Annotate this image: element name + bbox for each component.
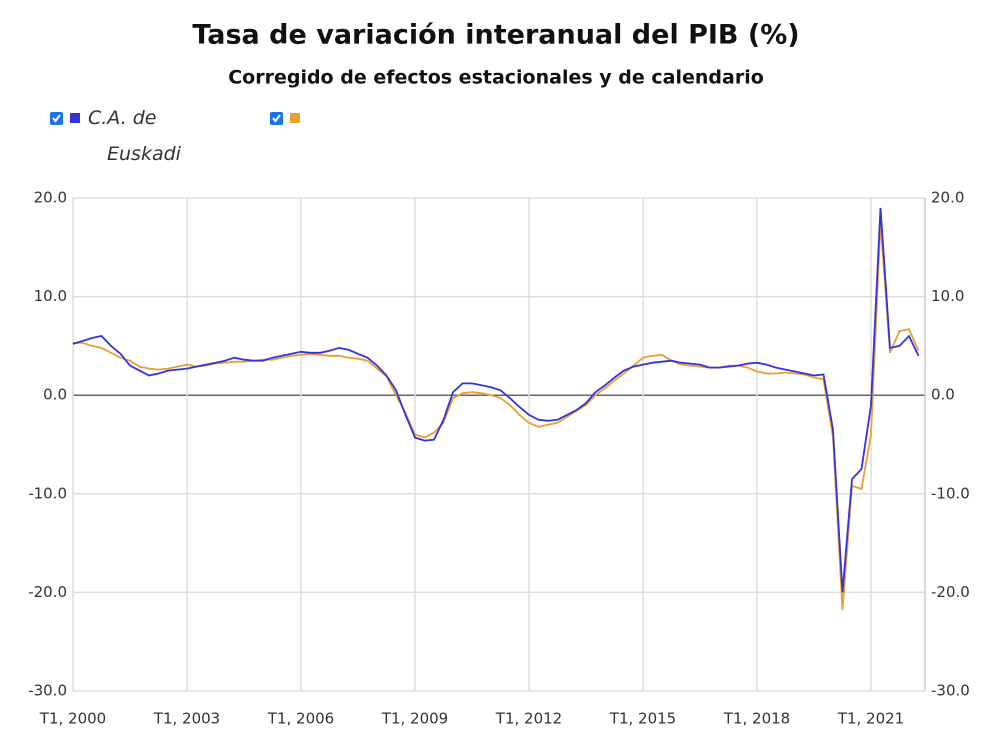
x-tick-label: T1, 2000 [39, 710, 106, 728]
x-tick-label: T1, 2006 [267, 710, 334, 728]
y-tick-label: 20.0 [34, 189, 67, 207]
y-tick-label: -30.0 [28, 682, 67, 700]
x-tick-label: T1, 2009 [381, 710, 448, 728]
legend-label: C.A. de Euskadi [88, 107, 182, 165]
y2-tick-label: 20.0 [931, 189, 964, 207]
x-tick-label: T1, 2012 [495, 710, 562, 728]
y2-tick-label: 0.0 [931, 386, 955, 404]
y-tick-label: -20.0 [28, 583, 67, 601]
x-tick-label: T1, 2015 [609, 710, 676, 728]
legend-check [52, 114, 61, 123]
x-tick-label: T1, 2003 [153, 710, 220, 728]
y-tick-label: -10.0 [28, 484, 67, 502]
legend-check [272, 114, 281, 123]
x-tick-label: T1, 2018 [723, 710, 790, 728]
series-line [72, 207, 920, 593]
legend-swatch [70, 113, 80, 123]
y2-tick-label: -10.0 [931, 484, 970, 502]
chart-title: Tasa de variación interanual del PIB (%) [192, 20, 799, 51]
y2-tick-label: 10.0 [931, 287, 964, 305]
x-tick-label: T1, 2021 [837, 710, 904, 728]
y-tick-label: 10.0 [34, 287, 67, 305]
y-tick-label: 0.0 [43, 386, 67, 404]
legend-swatch [290, 113, 300, 123]
series-line [73, 222, 920, 611]
y2-tick-label: -30.0 [931, 682, 970, 700]
chart-subtitle: Corregido de efectos estacionales y de c… [228, 67, 764, 89]
y2-tick-label: -20.0 [931, 583, 970, 601]
